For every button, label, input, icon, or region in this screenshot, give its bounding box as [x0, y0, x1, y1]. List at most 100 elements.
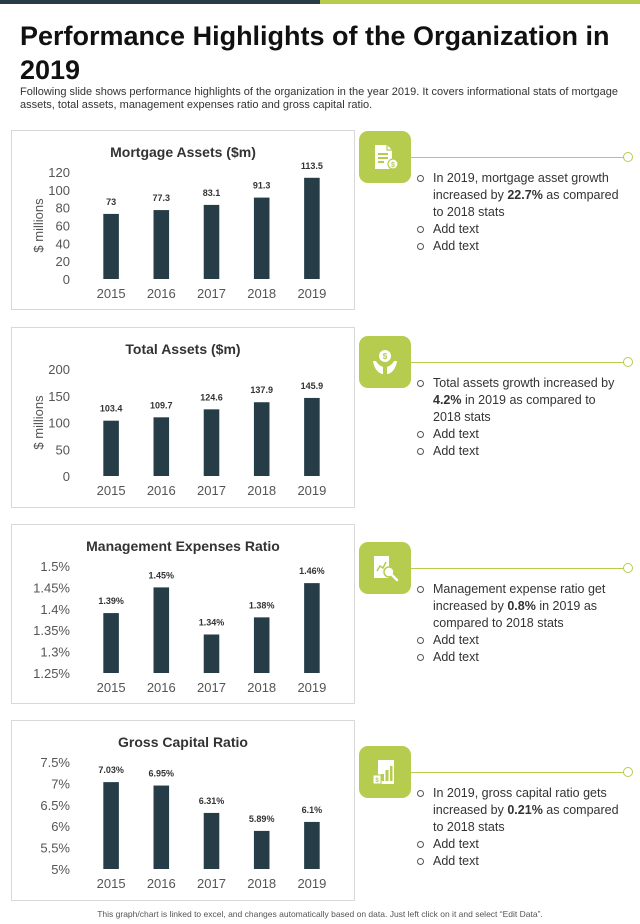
data-label: 91.3 — [253, 181, 271, 191]
highlight-bullet-add-text: Add text — [416, 426, 626, 443]
chart-panel-total-assets[interactable]: Total Assets ($m) $ millions 0 50 100 150 200 1… — [11, 327, 355, 508]
x-tick-label: 2018 — [247, 680, 276, 695]
highlight-bullet-add-text: Add text — [416, 836, 626, 853]
y-tick-label: 1.4% — [40, 602, 70, 617]
y-tick-label: 200 — [48, 362, 70, 377]
bar — [304, 177, 320, 279]
data-label: 1.38% — [249, 600, 275, 610]
x-tick-label: 2015 — [97, 483, 126, 498]
bar — [304, 583, 320, 673]
highlight-icon-box-total-assets: $ — [359, 336, 411, 388]
y-tick-label: 100 — [48, 183, 70, 198]
svg-text:$: $ — [375, 778, 379, 784]
chart-gross-capital-ratio[interactable]: Gross Capital Ratio 5% 5.5% 6% 6.5% 7% 7.5% 7.0… — [12, 721, 354, 900]
top-accent-green — [320, 0, 640, 4]
data-label: 6.31% — [199, 796, 225, 806]
chart-panel-mortgage-assets[interactable]: Mortgage Assets ($m) $ millions 0 20 40 60 80 1… — [11, 130, 355, 310]
bar — [203, 409, 220, 476]
x-tick-label: 2019 — [297, 680, 326, 695]
x-tick-label: 2016 — [147, 286, 176, 301]
bar — [203, 812, 220, 869]
chart-title: Total Assets ($m) — [125, 341, 240, 357]
y-tick-label: 0 — [63, 469, 70, 484]
highlight-connector-dot — [623, 152, 633, 162]
chart-title: Mortgage Assets ($m) — [110, 144, 256, 160]
data-label: 73 — [106, 197, 116, 207]
data-label: 1.34% — [199, 617, 225, 627]
chart-panel-gross-capital-ratio[interactable]: Gross Capital Ratio 5% 5.5% 6% 6.5% 7% 7.5% 7.0… — [11, 720, 355, 901]
bar — [253, 617, 270, 673]
x-tick-label: 2017 — [197, 483, 226, 498]
bar — [253, 402, 270, 476]
x-tick-label: 2016 — [147, 483, 176, 498]
data-label: 145.9 — [301, 381, 324, 391]
y-tick-label: 6% — [51, 819, 70, 834]
bar — [203, 634, 220, 673]
highlight-bullet-add-text: Add text — [416, 443, 626, 460]
bar — [253, 830, 270, 869]
bar — [304, 821, 320, 869]
data-label: 77.3 — [153, 193, 171, 203]
bar — [153, 417, 170, 476]
bar — [103, 213, 119, 279]
highlight-bullet-add-text: Add text — [416, 853, 626, 870]
highlight-bullet-main: Total assets growth increased by 4.2% in… — [416, 375, 626, 426]
highlight-connector-line — [411, 362, 624, 363]
bar — [153, 210, 170, 279]
bar — [253, 197, 270, 279]
highlight-bullet-main: In 2019, mortgage asset growth increased… — [416, 170, 626, 221]
y-tick-label: 0 — [63, 272, 70, 287]
footer-note: This graph/chart is linked to excel, and… — [97, 909, 543, 919]
highlight-icon-box-mortgage: $ — [359, 131, 411, 183]
y-tick-label: 1.3% — [40, 645, 70, 660]
x-tick-label: 2016 — [147, 876, 176, 891]
y-tick-label: 80 — [56, 201, 70, 216]
data-label: 1.45% — [149, 570, 175, 580]
highlight-list-mortgage: In 2019, mortgage asset growth increased… — [416, 170, 626, 255]
data-label: 7.03% — [98, 765, 124, 775]
data-label: 103.4 — [100, 404, 123, 414]
y-tick-label: 5% — [51, 862, 70, 877]
x-tick-label: 2017 — [197, 286, 226, 301]
y-tick-label: 1.45% — [33, 580, 70, 595]
highlight-bullet-main: In 2019, gross capital ratio gets increa… — [416, 785, 626, 836]
x-tick-label: 2018 — [247, 876, 276, 891]
data-label: 6.1% — [302, 805, 323, 815]
highlight-connector-dot — [623, 767, 633, 777]
highlight-connector-line — [411, 157, 624, 158]
highlight-connector-dot — [623, 357, 633, 367]
x-tick-label: 2018 — [247, 286, 276, 301]
x-tick-label: 2015 — [97, 680, 126, 695]
highlight-list-management-expenses: Management expense ratio get increased b… — [416, 581, 626, 666]
x-tick-label: 2019 — [297, 286, 326, 301]
svg-text:$: $ — [391, 162, 395, 169]
highlight-connector-dot — [623, 563, 633, 573]
svg-text:$: $ — [383, 352, 388, 361]
chart-mortgage-assets[interactable]: Mortgage Assets ($m) $ millions 0 20 40 60 80 1… — [12, 131, 354, 309]
y-tick-label: 40 — [56, 236, 70, 251]
y-tick-label: 1.25% — [33, 666, 70, 681]
top-accent-dark — [0, 0, 320, 4]
x-tick-label: 2018 — [247, 483, 276, 498]
y-tick-label: 50 — [56, 442, 70, 457]
chart-title: Management Expenses Ratio — [86, 538, 280, 554]
bar — [153, 587, 170, 673]
highlight-bullet-add-text: Add text — [416, 238, 626, 255]
data-label: 83.1 — [203, 188, 221, 198]
chart-report-icon: $ — [372, 760, 394, 785]
x-tick-label: 2015 — [97, 876, 126, 891]
hands-money-icon: $ — [373, 350, 397, 374]
data-label: 124.6 — [200, 392, 223, 402]
chart-total-assets[interactable]: Total Assets ($m) $ millions 0 50 100 150 200 1… — [12, 328, 354, 507]
chart-panel-management-expenses-ratio[interactable]: Management Expenses Ratio 1.25% 1.3% 1.35% 1… — [11, 524, 355, 704]
document-money-icon: $ — [375, 145, 399, 170]
y-tick-label: 120 — [48, 165, 70, 180]
x-tick-label: 2019 — [297, 483, 326, 498]
chart-management-expenses-ratio[interactable]: Management Expenses Ratio 1.25% 1.3% 1.35% 1… — [12, 525, 354, 703]
data-label: 109.7 — [150, 400, 173, 410]
y-tick-label: 5.5% — [40, 841, 70, 856]
page-subtitle: Following slide shows performance highli… — [20, 86, 618, 111]
data-label: 6.95% — [149, 769, 175, 779]
page-title: Performance Highlights of the Organizati… — [20, 21, 610, 85]
highlight-bullet-add-text: Add text — [416, 632, 626, 649]
